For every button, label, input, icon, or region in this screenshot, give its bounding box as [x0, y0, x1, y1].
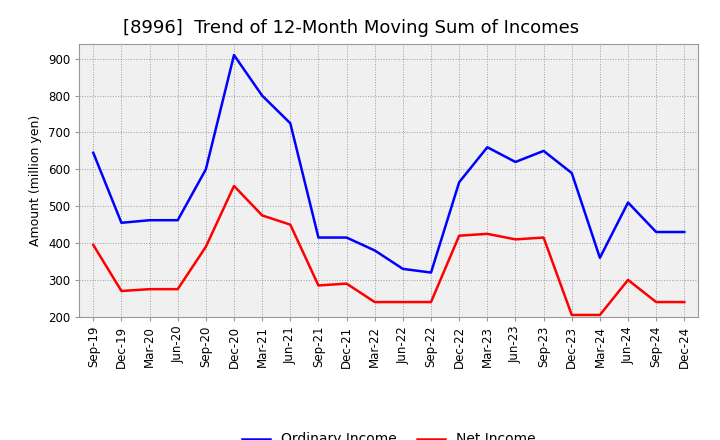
Text: [8996]  Trend of 12-Month Moving Sum of Incomes: [8996] Trend of 12-Month Moving Sum of I… — [122, 19, 579, 37]
Ordinary Income — [174, 217, 182, 223]
Ordinary Income — [680, 229, 688, 235]
Ordinary Income — [427, 270, 436, 275]
Legend: Ordinary Income, Net Income: Ordinary Income, Net Income — [236, 427, 541, 440]
Ordinary Income — [539, 148, 548, 154]
Ordinary Income — [202, 167, 210, 172]
Ordinary Income — [258, 93, 266, 98]
Net Income — [624, 277, 632, 282]
Ordinary Income — [286, 121, 294, 126]
Net Income — [652, 299, 660, 304]
Net Income — [427, 299, 436, 304]
Net Income — [117, 288, 126, 293]
Net Income — [370, 299, 379, 304]
Ordinary Income — [567, 170, 576, 176]
Net Income — [539, 235, 548, 240]
Net Income — [174, 286, 182, 292]
Net Income — [483, 231, 492, 236]
Ordinary Income — [595, 255, 604, 260]
Ordinary Income — [511, 159, 520, 165]
Net Income — [455, 233, 464, 238]
Net Income — [680, 299, 688, 304]
Ordinary Income — [145, 217, 154, 223]
Ordinary Income — [117, 220, 126, 225]
Net Income — [595, 312, 604, 318]
Net Income — [286, 222, 294, 227]
Net Income — [145, 286, 154, 292]
Net Income — [230, 183, 238, 189]
Net Income — [342, 281, 351, 286]
Ordinary Income — [483, 145, 492, 150]
Ordinary Income — [314, 235, 323, 240]
Ordinary Income — [370, 248, 379, 253]
Net Income — [89, 242, 98, 248]
Ordinary Income — [399, 266, 408, 271]
Ordinary Income — [652, 229, 660, 235]
Net Income — [511, 237, 520, 242]
Net Income — [567, 312, 576, 318]
Ordinary Income — [624, 200, 632, 205]
Y-axis label: Amount (million yen): Amount (million yen) — [30, 115, 42, 246]
Ordinary Income — [342, 235, 351, 240]
Ordinary Income — [89, 150, 98, 155]
Line: Net Income: Net Income — [94, 186, 684, 315]
Net Income — [202, 244, 210, 249]
Line: Ordinary Income: Ordinary Income — [94, 55, 684, 272]
Ordinary Income — [230, 52, 238, 58]
Ordinary Income — [455, 180, 464, 185]
Net Income — [258, 213, 266, 218]
Net Income — [314, 283, 323, 288]
Net Income — [399, 299, 408, 304]
